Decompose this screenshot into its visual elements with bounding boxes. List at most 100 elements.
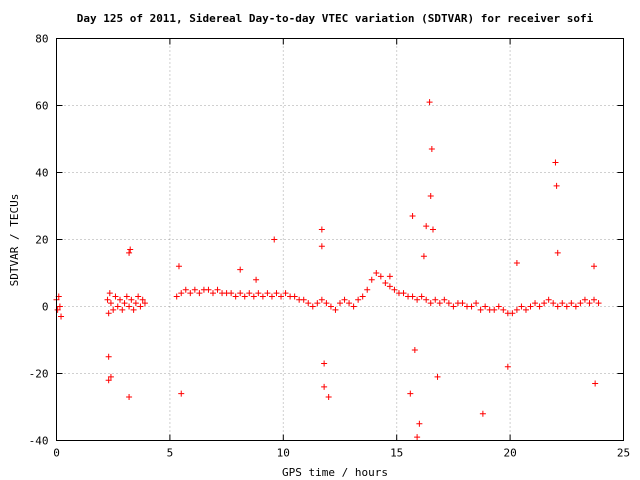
data-point — [237, 290, 244, 297]
data-point — [427, 300, 434, 307]
grid-lines — [56, 38, 624, 441]
data-point — [382, 280, 389, 287]
data-point — [127, 246, 134, 253]
data-point — [182, 286, 189, 293]
data-point — [500, 306, 507, 313]
data-point — [563, 303, 570, 310]
data-point — [518, 303, 525, 310]
data-point — [135, 293, 142, 300]
data-point — [595, 300, 602, 307]
data-point — [268, 293, 275, 300]
data-point — [126, 303, 133, 310]
data-point — [119, 306, 126, 313]
data-point — [411, 347, 418, 354]
data-point — [104, 296, 111, 303]
data-point — [409, 213, 416, 220]
data-point — [105, 310, 112, 317]
data-point — [205, 286, 212, 293]
data-point — [581, 296, 588, 303]
data-point — [386, 283, 393, 290]
data-point — [550, 300, 557, 307]
data-points — [53, 99, 602, 441]
data-point — [105, 377, 112, 384]
data-point — [54, 306, 61, 313]
data-point — [321, 383, 328, 390]
x-axis-tick-labels: 0 5 10 15 20 25 — [53, 447, 630, 460]
data-point — [250, 293, 257, 300]
data-point — [468, 303, 475, 310]
data-point — [346, 300, 353, 307]
chart-title: Day 125 of 2011, Sidereal Day-to-day VTE… — [77, 12, 594, 25]
data-point — [114, 303, 121, 310]
y-tick-label: 80 — [35, 33, 48, 46]
data-point — [536, 303, 543, 310]
data-point — [414, 434, 421, 441]
data-point — [137, 303, 144, 310]
data-point — [132, 300, 139, 307]
data-point — [314, 300, 321, 307]
x-axis-label: GPS time / hours — [282, 466, 388, 479]
data-point — [318, 243, 325, 250]
data-point — [196, 290, 203, 297]
data-point — [477, 306, 484, 313]
data-point — [428, 146, 435, 153]
data-point — [416, 420, 423, 427]
data-point — [271, 236, 278, 243]
data-point — [434, 373, 441, 380]
data-point — [323, 300, 330, 307]
data-point — [427, 192, 434, 199]
data-point — [273, 290, 280, 297]
data-point — [178, 290, 185, 297]
data-point — [321, 360, 328, 367]
data-point — [577, 300, 584, 307]
data-point — [414, 296, 421, 303]
data-point — [441, 296, 448, 303]
data-point — [241, 293, 248, 300]
data-point — [591, 263, 598, 270]
data-point — [522, 306, 529, 313]
data-point — [373, 270, 380, 276]
data-point — [309, 303, 316, 310]
data-point — [429, 226, 436, 233]
data-point — [278, 293, 285, 300]
data-point — [318, 296, 325, 303]
data-point — [592, 380, 599, 387]
data-point — [473, 300, 480, 307]
data-point — [391, 286, 398, 293]
data-point — [504, 363, 511, 370]
data-point — [327, 303, 334, 310]
data-point — [112, 293, 119, 300]
data-point — [253, 276, 260, 283]
data-point — [130, 306, 137, 313]
data-point — [513, 259, 520, 266]
data-point — [450, 303, 457, 310]
data-point — [479, 410, 486, 417]
data-point — [332, 306, 339, 313]
axis-ticks — [56, 38, 624, 441]
data-point — [209, 290, 216, 297]
data-point — [141, 300, 148, 307]
data-point — [325, 393, 332, 400]
data-point — [228, 290, 235, 297]
data-point — [139, 296, 146, 303]
data-point — [350, 303, 357, 310]
data-point — [568, 300, 575, 307]
y-tick-label: 60 — [35, 100, 48, 113]
data-point — [246, 290, 253, 297]
data-point — [495, 303, 502, 310]
data-point — [554, 249, 561, 256]
data-point — [423, 223, 430, 230]
data-point — [106, 290, 113, 297]
data-point — [318, 226, 325, 233]
data-point — [175, 263, 182, 270]
data-point — [305, 300, 312, 307]
data-point — [56, 303, 63, 310]
data-point — [553, 182, 560, 189]
data-point — [126, 393, 133, 400]
x-tick-label: 15 — [390, 447, 403, 460]
data-point — [426, 99, 433, 106]
data-point — [527, 303, 534, 310]
data-point — [291, 293, 298, 300]
data-point — [121, 300, 128, 307]
